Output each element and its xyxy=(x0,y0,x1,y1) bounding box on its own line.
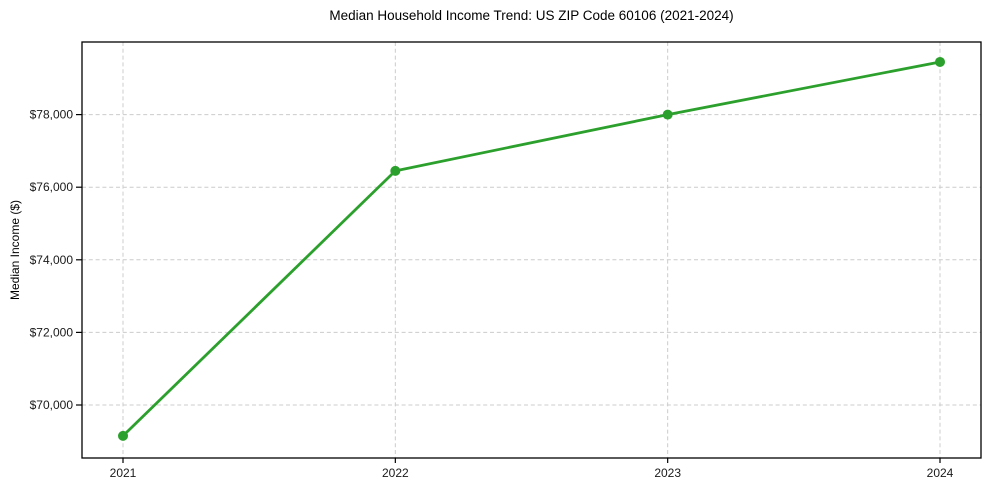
trend-line xyxy=(121,60,942,438)
chart-title: Median Household Income Trend: US ZIP Co… xyxy=(329,8,734,23)
y-tick-label: $72,000 xyxy=(30,325,74,339)
x-tick-label: 2023 xyxy=(654,466,681,480)
x-tick-label: 2022 xyxy=(382,466,409,480)
data-point-2021 xyxy=(118,430,128,441)
data-point-2023 xyxy=(662,109,673,120)
y-tick-label: $76,000 xyxy=(30,180,74,194)
data-point-2022 xyxy=(390,165,401,176)
x-tick-label: 2024 xyxy=(927,466,954,480)
y-tick-label: $74,000 xyxy=(30,253,74,267)
data-point-2024 xyxy=(935,56,945,67)
y-tick-label: $70,000 xyxy=(30,398,74,412)
y-tick-label: $78,000 xyxy=(30,108,74,122)
plot-border xyxy=(81,41,982,459)
x-tick-label: 2021 xyxy=(110,466,137,480)
